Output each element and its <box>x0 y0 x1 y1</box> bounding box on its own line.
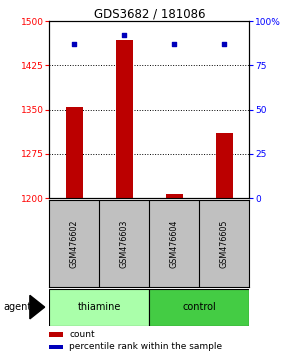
Bar <box>49 345 63 349</box>
Point <box>122 33 127 38</box>
Text: GSM476603: GSM476603 <box>120 219 129 268</box>
Bar <box>216 133 233 198</box>
Point <box>222 41 227 47</box>
Point <box>172 41 177 47</box>
Text: thiamine: thiamine <box>78 302 121 312</box>
Text: count: count <box>69 330 95 339</box>
Bar <box>49 332 63 337</box>
Bar <box>166 194 183 198</box>
Bar <box>149 289 249 326</box>
Bar <box>66 107 83 198</box>
Point <box>72 41 77 47</box>
Text: GSM476604: GSM476604 <box>170 219 179 268</box>
Title: GDS3682 / 181086: GDS3682 / 181086 <box>94 7 205 20</box>
Bar <box>49 289 149 326</box>
Text: percentile rank within the sample: percentile rank within the sample <box>69 342 222 352</box>
Text: GSM476602: GSM476602 <box>70 219 79 268</box>
Text: control: control <box>182 302 216 312</box>
Polygon shape <box>30 295 45 319</box>
Bar <box>116 40 133 198</box>
Text: agent: agent <box>3 302 31 312</box>
Text: GSM476605: GSM476605 <box>220 219 229 268</box>
